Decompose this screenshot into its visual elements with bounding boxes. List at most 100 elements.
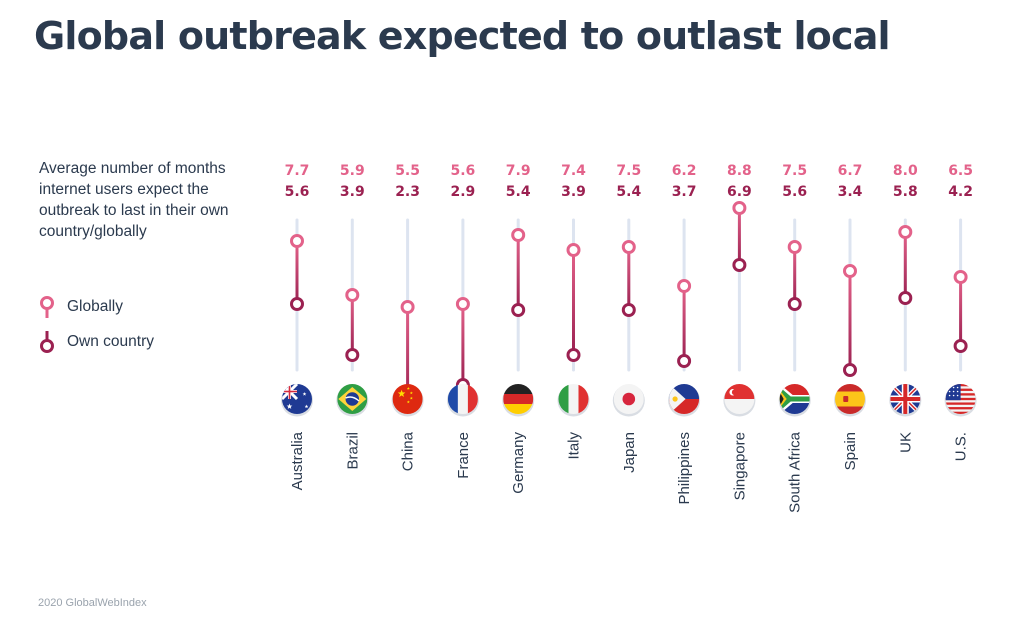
- global-value-label: 6.7: [838, 163, 863, 179]
- singapore-flag-icon: [724, 384, 755, 414]
- global-marker: [400, 300, 415, 314]
- country-label-japan: Japan: [621, 432, 638, 473]
- country-column-philippines: 6.2 3.7 Philippines: [668, 163, 701, 505]
- country-column-china: 5.5 2.3 China: [391, 163, 424, 471]
- global-marker: [566, 243, 581, 257]
- own-country-value-label: 3.9: [340, 184, 365, 200]
- own-country-marker: [511, 303, 526, 317]
- country-label-spain: Spain: [842, 432, 859, 470]
- own-country-value-label: 5.6: [285, 184, 310, 200]
- global-value-label: 5.9: [340, 163, 365, 179]
- own-country-marker: [787, 297, 802, 311]
- country-column-france: 5.6 2.9 France: [446, 163, 479, 479]
- global-marker: [511, 228, 526, 242]
- country-label-south-africa: South Africa: [787, 431, 804, 513]
- own-country-value-label: 3.7: [672, 184, 697, 200]
- own-country-value-label: 4.2: [948, 184, 973, 200]
- global-value-label: 7.7: [285, 163, 310, 179]
- country-label-germany: Germany: [510, 432, 527, 494]
- dumbbell-connector: [295, 241, 299, 304]
- global-marker: [455, 297, 470, 311]
- global-value-label: 5.5: [395, 163, 420, 179]
- source-footer: 2020 GlobalWebIndex: [38, 597, 147, 609]
- country-column-singapore: 8.8 6.9 Singapore: [723, 163, 756, 500]
- own-country-marker: [732, 258, 747, 272]
- country-label-u-s: U.S.: [953, 432, 970, 461]
- own-country-value-label: 6.9: [727, 184, 752, 200]
- japan-flag-icon: [613, 384, 644, 414]
- own-country-value-label: 3.9: [561, 184, 586, 200]
- country-column-australia: 7.7 5.6 Australia: [281, 163, 313, 490]
- legend-label-globally: Globally: [67, 298, 123, 315]
- own-country-value-label: 2.9: [450, 184, 475, 200]
- global-value-label: 7.9: [506, 163, 531, 179]
- global-marker: [677, 279, 692, 293]
- country-column-germany: 7.9 5.4 Germany: [502, 163, 535, 494]
- own-country-value-label: 5.8: [893, 184, 918, 200]
- global-value-label: 7.5: [782, 163, 807, 179]
- legend-own-country: Own country: [38, 330, 154, 354]
- philippines-flag-icon: [669, 384, 700, 414]
- dumbbell-connector: [682, 286, 686, 361]
- country-column-japan: 7.5 5.4 Japan: [612, 163, 645, 473]
- brazil-flag-icon: [337, 384, 368, 414]
- global-value-label: 8.8: [727, 163, 752, 179]
- own-country-marker: [898, 291, 913, 305]
- own-country-value-label: 2.3: [395, 184, 420, 200]
- own-country-marker: [621, 303, 636, 317]
- own-country-marker: [953, 339, 968, 353]
- country-label-china: China: [400, 431, 417, 471]
- us-flag-icon: [945, 384, 976, 414]
- country-column-brazil: 5.9 3.9 Brazil: [336, 163, 369, 470]
- global-value-label: 6.2: [672, 163, 697, 179]
- spain-flag-icon: [835, 384, 865, 414]
- global-marker: [621, 240, 636, 254]
- own-country-marker-icon: [40, 331, 54, 353]
- dumbbell-connector: [572, 250, 575, 355]
- dumbbell-connector: [461, 304, 465, 385]
- global-marker: [787, 240, 802, 254]
- dumbbell-connector: [627, 247, 631, 310]
- legend-globally: Globally: [38, 295, 123, 319]
- global-value-label: 7.5: [616, 163, 641, 179]
- country-label-philippines: Philippines: [676, 432, 693, 505]
- own-country-marker: [843, 363, 857, 377]
- country-column-u-s: 6.5 4.2 U.S.: [944, 163, 977, 461]
- global-marker: [843, 264, 857, 278]
- global-value-label: 5.6: [450, 163, 475, 179]
- legend-label-own-country: Own country: [67, 333, 155, 350]
- chart-description: Average number of months internet users …: [39, 160, 229, 240]
- global-marker: [290, 234, 304, 248]
- dumbbell-connector: [516, 235, 520, 310]
- dumbbell-connector: [903, 232, 907, 298]
- own-country-marker: [345, 348, 360, 362]
- germany-flag-icon: [503, 384, 534, 414]
- country-label-australia: Australia: [289, 431, 306, 490]
- country-label-france: France: [455, 432, 472, 479]
- country-column-italy: 7.4 3.9 Italy: [557, 163, 590, 460]
- own-country-value-label: 5.4: [616, 184, 641, 200]
- dumbbell-connector: [848, 271, 852, 370]
- global-marker: [898, 225, 913, 239]
- italy-flag-icon: [558, 384, 589, 414]
- france-flag-icon: [447, 384, 478, 414]
- country-column-south-africa: 7.5 5.6 South Africa: [778, 163, 811, 513]
- globally-marker-icon: [40, 296, 54, 318]
- country-label-italy: Italy: [566, 432, 583, 460]
- global-marker: [732, 201, 747, 215]
- country-label-brazil: Brazil: [344, 432, 361, 470]
- own-country-value-label: 5.6: [782, 184, 807, 200]
- own-country-value-label: 3.4: [838, 184, 863, 200]
- own-country-value-label: 5.4: [506, 184, 531, 200]
- south-africa-flag-icon: [779, 384, 810, 414]
- global-value-label: 7.4: [561, 163, 586, 179]
- dumbbell-connector: [350, 295, 354, 355]
- own-country-marker: [290, 297, 304, 311]
- dumbbell-connector: [737, 208, 741, 265]
- global-marker: [345, 288, 360, 302]
- country-column-uk: 8.0 5.8 UK: [889, 163, 922, 453]
- country-label-uk: UK: [897, 432, 914, 453]
- own-country-marker: [677, 354, 692, 368]
- australia-flag-icon: [282, 384, 312, 414]
